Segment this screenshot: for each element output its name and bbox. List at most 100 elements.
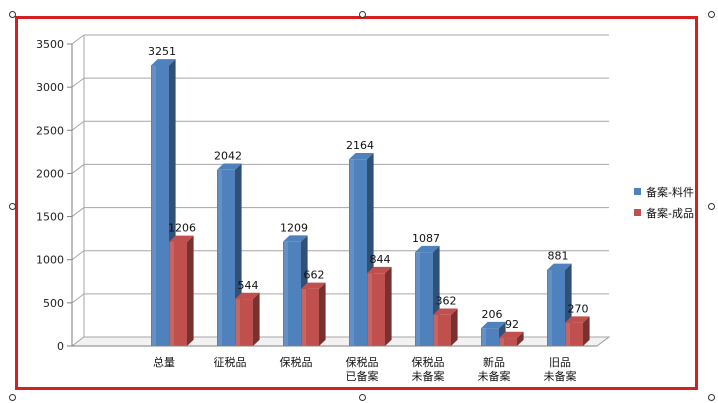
x-tick-label-line: 保税品 (346, 355, 379, 369)
y-axis: 0 500 1000 1500 2000 2500 3000 3500 (36, 38, 73, 353)
bar-front (433, 314, 451, 346)
x-tick-label-line: 未备案 (544, 369, 577, 383)
gridline-slant (71, 34, 85, 45)
bar-highlight (500, 338, 504, 346)
data-label: 92 (505, 318, 519, 331)
resize-handle-bottom-right[interactable] (708, 394, 715, 401)
data-label: 1206 (168, 222, 196, 235)
legend-swatch (634, 209, 641, 216)
x-axis-depth (596, 336, 610, 347)
bar-top (565, 316, 590, 323)
data-label: 1209 (280, 221, 308, 234)
resize-handle-middle-right[interactable] (708, 203, 715, 210)
data-label: 544 (238, 279, 259, 292)
bar-top (169, 235, 194, 242)
bar-front (235, 299, 253, 346)
data-label: 3251 (148, 45, 176, 58)
y-tick-label: 0 (57, 340, 64, 353)
x-tick-label-line: 新品 (483, 355, 505, 369)
selection-frame (15, 16, 698, 390)
data-label: 662 (304, 269, 325, 282)
bar-front (283, 241, 301, 346)
bar-highlight (152, 65, 156, 347)
x-tick-label: 保税品未备案 (412, 355, 445, 383)
bar-1-5 (499, 331, 524, 346)
bar-1-3 (367, 266, 392, 346)
resize-handle-top-left[interactable] (9, 11, 16, 18)
gridline-slant (71, 164, 85, 174)
bar-highlight (218, 169, 222, 346)
y-tick-label: 2000 (36, 167, 64, 180)
resize-handle-top-center[interactable] (359, 11, 366, 18)
data-label: 270 (568, 302, 589, 315)
bar-front (169, 241, 187, 346)
bar-top (349, 152, 374, 160)
resize-handle-bottom-left[interactable] (9, 394, 16, 401)
gridline-slant (71, 207, 85, 217)
bar-side (253, 292, 260, 346)
data-label: 206 (482, 308, 503, 321)
legend-label: 备案-成品 (646, 206, 694, 220)
bar-side (187, 235, 194, 346)
bar-highlight (284, 241, 288, 346)
bar-0-3 (349, 152, 374, 346)
x-tick-label: 保税品 (280, 355, 313, 369)
x-tick-label: 征税品 (214, 355, 247, 369)
bars (151, 59, 590, 347)
data-label: 881 (548, 250, 569, 263)
x-tick-label: 保税品已备案 (346, 355, 379, 383)
bar-front (499, 338, 517, 346)
bar-front (367, 273, 385, 346)
bar-front (151, 65, 169, 347)
y-tick-label: 3500 (36, 38, 64, 51)
x-tick-label-line: 已备案 (346, 369, 379, 383)
bar-top (151, 59, 176, 66)
gridline-slant (71, 77, 85, 88)
gridline-slant (71, 120, 85, 131)
resize-handle-bottom-center[interactable] (359, 394, 366, 401)
bar-front (415, 252, 433, 346)
x-tick-label-line: 征税品 (214, 355, 247, 369)
x-tick-label-line: 未备案 (412, 369, 445, 383)
gridline-slant (71, 250, 85, 261)
bar-1-1 (235, 292, 260, 346)
x-tick-label: 旧品未备案 (544, 356, 577, 383)
resize-handle-middle-left[interactable] (9, 203, 16, 210)
bar-side (583, 316, 590, 346)
bar-top (217, 163, 242, 170)
legend-swatch (634, 188, 641, 195)
bar-side (385, 266, 392, 346)
data-label: 2042 (214, 150, 242, 163)
x-tick-label-line: 保税品 (280, 355, 313, 369)
x-tick-label-line: 旧品 (549, 356, 571, 369)
bar-highlight (434, 314, 438, 346)
resize-handle-top-right[interactable] (708, 11, 715, 18)
bar-top (415, 245, 440, 253)
bar-top (547, 263, 572, 270)
bar-highlight (350, 159, 354, 346)
bar-top (499, 331, 524, 339)
bar-side (319, 282, 326, 346)
bar-side (517, 331, 524, 346)
bar-top (433, 308, 458, 315)
bar-1-0 (169, 235, 194, 346)
y-tick-label: 1000 (36, 254, 64, 267)
x-tick-label: 新品未备案 (478, 355, 511, 383)
y-tick-label: 1500 (36, 211, 64, 224)
bar-front (565, 322, 583, 346)
bar-highlight (482, 328, 486, 346)
bar-highlight (548, 269, 552, 346)
bar-front (301, 288, 319, 346)
data-label: 362 (436, 294, 457, 307)
bar-1-2 (301, 282, 326, 346)
bar-side (451, 308, 458, 346)
bar-top (481, 321, 506, 329)
x-tick-label-line: 保税品 (412, 355, 445, 369)
x-tick-label-line: 未备案 (478, 369, 511, 383)
bar-highlight (236, 299, 240, 346)
data-label: 844 (370, 253, 391, 266)
bar-1-4 (433, 308, 458, 346)
bar-top (301, 282, 326, 289)
